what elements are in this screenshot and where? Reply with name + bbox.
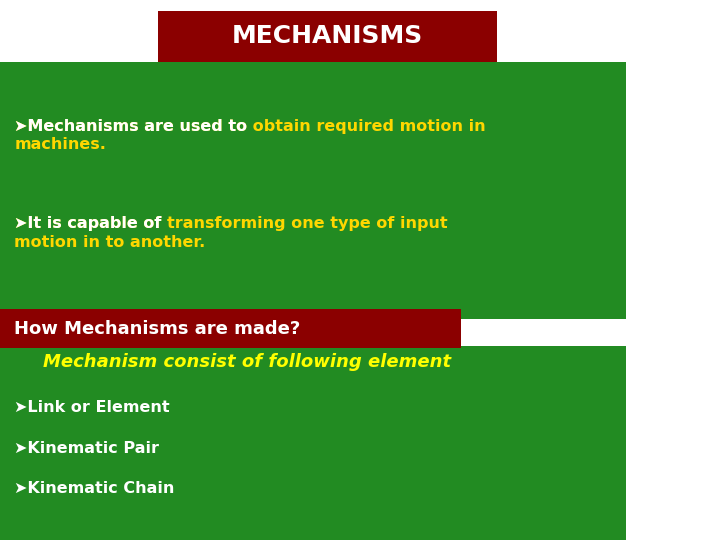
FancyBboxPatch shape: [0, 62, 626, 319]
Text: Mechanism consist of following element: Mechanism consist of following element: [43, 353, 451, 371]
Text: ➤Mechanisms are used to: ➤Mechanisms are used to: [14, 119, 253, 134]
FancyBboxPatch shape: [158, 11, 497, 62]
Text: ➤Link or Element: ➤Link or Element: [14, 400, 170, 415]
Text: ➤It is capable of: ➤It is capable of: [14, 216, 167, 231]
FancyBboxPatch shape: [0, 309, 461, 348]
Text: ➤Kinematic Chain: ➤Kinematic Chain: [14, 481, 175, 496]
Text: How Mechanisms are made?: How Mechanisms are made?: [14, 320, 301, 338]
FancyBboxPatch shape: [0, 346, 626, 540]
Text: ➤Kinematic Pair: ➤Kinematic Pair: [14, 441, 159, 456]
Text: MECHANISMS: MECHANISMS: [232, 24, 423, 49]
Text: ➤It is capable of transforming one type of input
motion in to another.: ➤It is capable of transforming one type …: [14, 216, 448, 249]
Text: ➤Mechanisms are used to obtain required motion in
machines.: ➤Mechanisms are used to obtain required …: [14, 119, 486, 152]
